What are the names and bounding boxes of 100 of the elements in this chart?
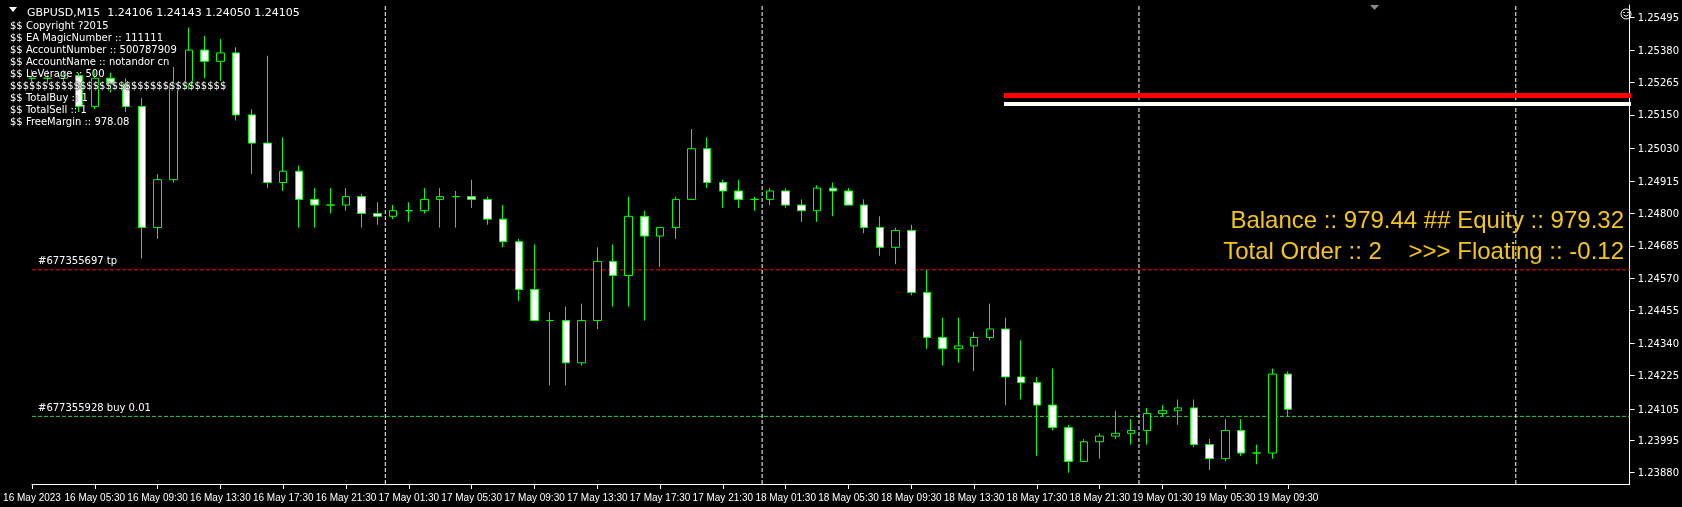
candlestick [263,55,272,189]
candlestick [1221,418,1230,462]
x-tick-label: 19 May 01:30 [1132,491,1194,503]
y-tick-label: 1.24340 [1637,337,1680,349]
candlestick [1033,376,1041,457]
candlestick [405,201,413,223]
candlestick [703,136,711,189]
chart-title: GBPUSD,M15 1.24106 1.24143 1.24050 1.24105 [27,6,300,19]
candlestick [420,187,429,215]
candlestick [1174,398,1182,426]
candlestick [938,317,947,367]
x-tick-label: 16 May 09:30 [127,491,189,503]
candlestick [373,201,382,226]
x-tick-label: 16 May 05:30 [64,491,126,503]
x-tick-label: 17 May 09:30 [504,491,566,503]
candlestick [326,187,335,215]
candlestick [672,196,680,240]
candlestick [1048,367,1057,431]
ref-line-label: #677355928 buy 0.01 [38,401,151,413]
y-tick-label: 1.25380 [1637,44,1680,56]
candlestick [467,179,476,209]
candlestick [954,317,963,364]
x-tick-label: 16 May 2023 [3,491,62,503]
x-tick-label: 17 May 17:30 [629,491,691,503]
candlestick [295,165,303,229]
candlestick [860,198,868,234]
candlestick [436,187,444,229]
candlestick [734,179,743,209]
y-tick-label: 1.24225 [1637,370,1680,382]
candlestick [577,303,586,367]
candlestick [970,331,978,372]
candlestick [546,311,554,386]
candlestick [719,179,727,209]
candlestick [844,187,853,206]
x-tick-label: 18 May 21:30 [1069,491,1131,503]
candlestick [1080,438,1088,462]
candlestick [248,108,256,175]
candlestick [1190,398,1198,448]
candlestick [923,269,931,350]
candlestick [153,173,162,240]
candlestick [515,238,523,302]
candlestick [1143,407,1151,446]
candlestick [138,97,146,260]
candlestick [986,303,994,341]
candlestick [624,196,633,307]
y-tick-label: 1.23880 [1637,467,1680,479]
x-tick-label: 17 May 01:30 [378,491,440,503]
x-tick-label: 19 May 09:30 [1257,491,1319,503]
annotation: $$ Copyright ?2015 [10,20,109,32]
candlestick [891,227,900,265]
x-tick-label: 19 May 05:30 [1195,491,1257,503]
candlestick [389,204,397,220]
annotation: Total Order :: 2 >>> Floating :: -0.12 [1223,237,1624,265]
candlestick [1268,367,1277,460]
candlestick [483,196,492,226]
candlestick [342,187,350,212]
candlestick [216,38,225,82]
candlestick [530,244,539,322]
y-tick-label: 1.24915 [1637,175,1680,187]
candlestick [499,204,507,248]
candlestick [593,246,602,330]
candlestick [279,136,287,192]
candlestick [797,198,806,223]
candlestick [1001,317,1010,406]
candlestick [781,187,790,209]
x-tick-label: 16 May 17:30 [252,491,314,503]
candlestick [1284,370,1292,417]
candlestick [1017,339,1025,400]
annotation: $$ TotalSell :: 1 [10,104,87,116]
annotation: $$ FreeMargin :: 978.08 [10,116,130,128]
candlestick [1111,410,1120,440]
candlestick [813,184,821,223]
y-tick-label: 1.24105 [1637,403,1680,415]
x-tick-label: 16 May 13:30 [190,491,252,503]
x-tick-label: 18 May 01:30 [755,491,817,503]
x-tick-label: 17 May 05:30 [441,491,503,503]
candlestick [232,46,240,122]
candlestick [656,227,664,268]
candlestick [766,187,774,206]
annotation: Balance :: 979.44 ## Equity :: 979.32 [1230,206,1624,234]
x-tick-label: 18 May 09:30 [880,491,943,503]
candlestick [452,190,460,229]
y-tick-label: 1.24570 [1637,272,1680,284]
annotation: $$ AccountNumber :: 500787909 [10,44,177,56]
candlestick [357,193,366,229]
y-tick-label: 1.23995 [1637,434,1680,446]
x-tick-label: 18 May 13:30 [943,491,1005,503]
candlestick [907,224,916,296]
candlestick [562,305,570,386]
candlestick [640,210,649,322]
candlestick [687,128,696,200]
y-tick-label: 1.24685 [1637,240,1680,252]
y-tick-label: 1.25030 [1637,143,1680,155]
x-tick-label: 17 May 13:30 [566,491,628,503]
candlestick [1095,432,1104,460]
y-tick-label: 1.24800 [1637,208,1680,220]
x-tick-label: 18 May 05:30 [818,491,880,503]
candlestick [1237,418,1245,457]
candlestick [1064,424,1073,474]
ref-line-label: #677355697 tp [38,255,118,267]
